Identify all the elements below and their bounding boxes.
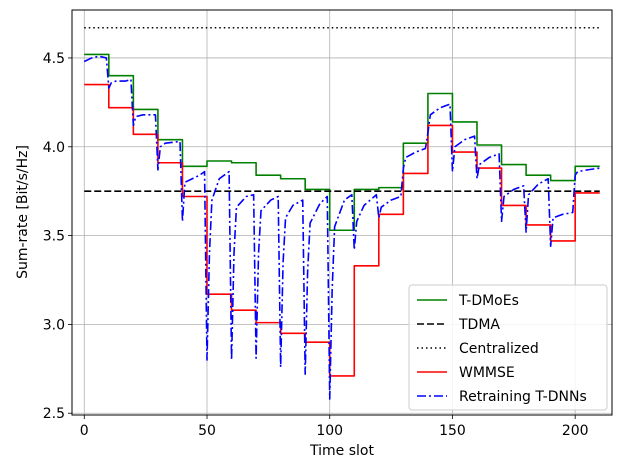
y-axis-label: Sum-rate [Bit/s/Hz]: [15, 145, 31, 279]
series-line-retraining-t-dnns: [83, 55, 600, 400]
legend-label: Centralized: [459, 341, 539, 357]
x-tick-label: 150: [439, 423, 466, 439]
legend-label: Retraining T-DNNs: [459, 389, 587, 405]
x-axis-label: Time slot: [309, 443, 374, 459]
series-lines: [83, 26, 600, 400]
legend: T-DMoEs TDMA Centralized WMMSE Retraining T-…: [408, 284, 608, 411]
y-tick-label: 3.0: [43, 317, 65, 333]
series-line-wmmse: [84, 83, 600, 377]
legend-box: [408, 284, 608, 411]
legend-label: WMMSE: [459, 365, 515, 381]
x-tick-label: 100: [316, 423, 343, 439]
x-tick-label: 0: [80, 423, 89, 439]
y-tick-label: 4.5: [43, 51, 65, 67]
plot-frame: [71, 9, 613, 416]
series-line-t-dmoes: [84, 53, 600, 232]
legend-label: TDMA: [458, 317, 500, 333]
x-tick-label: 200: [562, 423, 589, 439]
x-tick-label: 50: [198, 423, 216, 439]
y-tick-label: 3.5: [43, 229, 65, 245]
y-tick-label: 4.0: [43, 140, 65, 156]
axis-ticks: 0 50 100 150 200 2.5 3.0 3.5 4.0 4.5: [43, 51, 589, 439]
y-tick-label: 2.5: [43, 406, 65, 422]
legend-label: T-DMoEs: [458, 293, 519, 309]
